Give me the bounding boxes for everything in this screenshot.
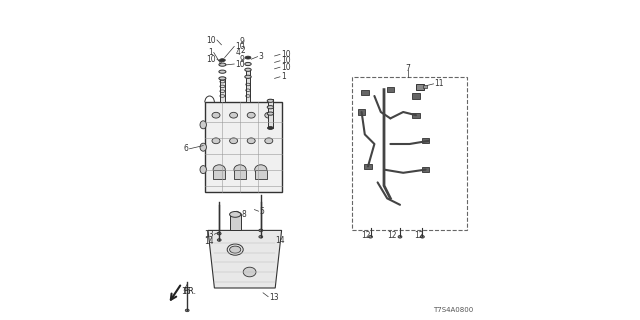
Text: 10: 10 [236, 42, 245, 51]
Bar [358, 109, 365, 115]
Ellipse shape [200, 143, 206, 151]
Text: 5: 5 [259, 207, 264, 216]
Ellipse shape [230, 212, 241, 217]
Text: 10: 10 [206, 36, 216, 44]
Ellipse shape [247, 112, 255, 118]
Ellipse shape [268, 99, 274, 102]
Bar [255, 170, 267, 179]
Bar [268, 99, 273, 128]
Text: 10: 10 [236, 60, 245, 68]
Text: 7: 7 [406, 64, 410, 73]
Bar [387, 87, 394, 92]
Ellipse shape [265, 138, 273, 144]
Ellipse shape [219, 70, 226, 73]
Ellipse shape [212, 112, 220, 118]
Text: 12: 12 [362, 231, 371, 240]
Ellipse shape [230, 138, 237, 144]
Ellipse shape [218, 239, 221, 241]
Ellipse shape [245, 75, 251, 78]
Ellipse shape [220, 59, 225, 61]
Text: 13: 13 [204, 230, 214, 239]
Ellipse shape [218, 232, 221, 235]
Text: 10: 10 [281, 63, 291, 72]
Ellipse shape [212, 138, 220, 144]
Ellipse shape [255, 165, 267, 174]
Ellipse shape [200, 121, 206, 129]
Text: FR.: FR. [183, 287, 196, 296]
Bar [220, 77, 225, 102]
Ellipse shape [259, 236, 263, 238]
Bar [423, 85, 427, 88]
Text: 2: 2 [240, 46, 245, 55]
Text: 8: 8 [242, 210, 246, 219]
Ellipse shape [268, 127, 273, 130]
Ellipse shape [230, 246, 241, 253]
Ellipse shape [245, 62, 251, 66]
Bar [213, 170, 225, 179]
Ellipse shape [186, 309, 189, 312]
Text: 14: 14 [204, 237, 214, 246]
Ellipse shape [259, 229, 263, 232]
Ellipse shape [420, 236, 424, 238]
Text: 13: 13 [269, 293, 278, 302]
Bar [205, 102, 282, 192]
Text: 12: 12 [387, 231, 397, 240]
Bar [246, 70, 250, 102]
Text: 12: 12 [415, 231, 424, 240]
Bar [230, 214, 241, 230]
Text: T7S4A0800: T7S4A0800 [433, 308, 474, 313]
Ellipse shape [219, 63, 226, 66]
Ellipse shape [230, 112, 237, 118]
Text: 6: 6 [184, 144, 189, 153]
Text: 4: 4 [236, 48, 240, 57]
Ellipse shape [268, 112, 274, 115]
Bar [364, 164, 372, 169]
Text: 14: 14 [275, 236, 285, 245]
Text: 9: 9 [240, 55, 245, 64]
Ellipse shape [245, 68, 251, 71]
Text: 10: 10 [281, 56, 291, 65]
Text: 1: 1 [208, 48, 212, 57]
Ellipse shape [213, 165, 225, 174]
Ellipse shape [243, 267, 256, 277]
Bar [412, 113, 420, 118]
Bar [361, 90, 369, 95]
Bar [352, 77, 467, 230]
Bar [416, 84, 424, 90]
Ellipse shape [245, 56, 251, 59]
Ellipse shape [234, 165, 246, 174]
Text: 3: 3 [259, 52, 264, 61]
Text: 10: 10 [281, 50, 291, 59]
Text: 15: 15 [181, 287, 191, 296]
Text: 11: 11 [435, 79, 444, 88]
Bar [412, 93, 420, 99]
Polygon shape [208, 230, 282, 288]
Bar [422, 167, 429, 172]
Bar [422, 138, 429, 143]
Bar [234, 170, 246, 179]
Ellipse shape [219, 77, 226, 80]
Ellipse shape [247, 138, 255, 144]
Ellipse shape [369, 236, 372, 238]
Text: 10: 10 [206, 55, 216, 64]
Ellipse shape [265, 112, 273, 118]
Ellipse shape [200, 166, 206, 173]
Text: 1: 1 [281, 72, 285, 81]
Ellipse shape [398, 236, 402, 238]
Ellipse shape [268, 106, 274, 109]
Text: 9: 9 [240, 37, 245, 46]
